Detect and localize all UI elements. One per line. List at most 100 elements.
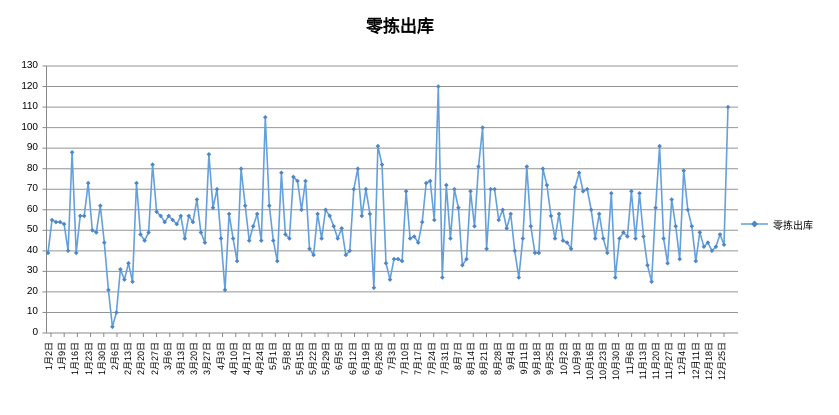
x-axis-label: 7月17日: [413, 337, 425, 415]
x-axis-label-text: 3月20日: [189, 342, 200, 376]
x-axis-label: 12月25日: [717, 337, 729, 415]
x-axis-label-text: 9月18日: [532, 342, 543, 376]
x-axis-label: 5月22日: [308, 337, 320, 415]
x-axis-label-text: 6月19日: [360, 342, 371, 376]
x-axis-label-text: 9月4日: [505, 342, 516, 371]
x-axis-label-text: 9月11日: [519, 342, 530, 375]
y-axis-label: 80: [26, 162, 38, 174]
y-axis-label: 60: [26, 203, 38, 215]
x-axis-label: 2月6日: [110, 337, 122, 415]
x-axis-label-text: 11月13日: [637, 342, 648, 380]
x-axis-label: 10月16日: [585, 337, 597, 415]
x-axis-label-text: 2月6日: [109, 342, 120, 371]
x-axis-label-text: 9月25日: [545, 342, 556, 376]
y-axis-label: 120: [21, 80, 38, 92]
chart-title: 零拣出库: [366, 17, 434, 37]
x-axis-label-text: 5月8日: [281, 342, 292, 371]
x-axis-label-text: 7月10日: [400, 342, 411, 376]
x-axis-label: 3月20日: [189, 337, 201, 415]
x-axis-label: 4月24日: [255, 337, 267, 415]
y-axis-label: 40: [26, 244, 38, 256]
x-axis-label: 6月26日: [374, 337, 386, 415]
x-axis-label: 9月18日: [532, 337, 544, 415]
x-axis-label-text: 10月30日: [611, 342, 622, 381]
x-axis-label-text: 4月24日: [255, 342, 266, 376]
x-axis-label-text: 1月16日: [70, 342, 81, 376]
x-axis-label-text: 6月12日: [347, 342, 358, 376]
x-axis-label-text: 10月9日: [571, 342, 582, 376]
x-axis-label: 5月15日: [295, 337, 307, 415]
x-axis-label-text: 1月9日: [57, 342, 68, 371]
x-axis-label: 6月19日: [361, 337, 373, 415]
x-axis-label: 7月31日: [440, 337, 452, 415]
x-axis-label-text: 2月13日: [123, 342, 134, 376]
legend-label: 零拣出库: [773, 220, 813, 232]
x-axis-label-text: 8月28日: [492, 342, 503, 376]
x-axis-label: 2月27日: [150, 337, 162, 415]
x-axis-label-text: 12月25日: [717, 342, 727, 381]
y-axis-label: 10: [26, 306, 38, 318]
x-axis-label-text: 2月27日: [149, 342, 160, 376]
x-axis-label-text: 7月24日: [426, 342, 437, 376]
x-axis-label-text: 10月16日: [585, 342, 596, 381]
x-axis-label-text: 5月22日: [307, 342, 318, 376]
x-axis-label: 9月25日: [545, 337, 557, 415]
x-axis-label-text: 10月23日: [598, 342, 609, 381]
x-axis-label: 5月8日: [282, 337, 294, 415]
x-axis-label-text: 1月2日: [44, 342, 54, 371]
x-axis-label-text: 1月30日: [96, 342, 107, 376]
x-axis-label-text: 8月14日: [466, 342, 477, 376]
x-axis-label-text: 5月29日: [321, 342, 332, 376]
x-axis-label: 1月16日: [70, 337, 82, 415]
y-axis-label: 20: [26, 285, 38, 297]
x-axis-label-text: 5月1日: [268, 342, 279, 371]
x-axis-label: 1月23日: [84, 337, 96, 415]
x-axis-label-text: 8月7日: [453, 342, 464, 371]
x-axis-label: 7月10日: [400, 337, 412, 415]
x-axis-label: 5月1日: [268, 337, 280, 415]
legend-marker-icon: [741, 220, 768, 228]
x-axis-label: 1月30日: [97, 337, 109, 415]
x-axis-label: 10月9日: [572, 337, 584, 415]
x-axis-label-text: 4月3日: [215, 342, 226, 371]
x-axis-label: 10月23日: [598, 337, 610, 415]
x-axis-label: 3月6日: [163, 337, 175, 415]
x-axis-label: 10月2日: [559, 337, 571, 415]
x-axis-label: 5月29日: [321, 337, 333, 415]
x-axis-label-text: 5月15日: [294, 342, 305, 376]
x-axis-label-text: 7月3日: [387, 342, 398, 371]
x-axis-label-text: 12月18日: [703, 342, 714, 381]
x-axis-label-text: 11月6日: [624, 342, 635, 375]
x-axis-label: 11月27日: [664, 337, 676, 415]
x-axis-label: 4月17日: [242, 337, 254, 415]
y-axis-label: 70: [26, 183, 38, 195]
x-axis-label-text: 7月31日: [439, 342, 450, 376]
x-axis-label: 3月27日: [202, 337, 214, 415]
x-axis-label: 1月9日: [57, 337, 69, 415]
x-axis-label-text: 6月5日: [334, 342, 345, 371]
x-axis-label-text: 8月21日: [479, 342, 490, 376]
x-axis-label-text: 4月17日: [241, 342, 252, 376]
x-axis-label-text: 10月2日: [558, 342, 569, 376]
x-axis-label: 7月24日: [427, 337, 439, 415]
x-axis-label: 9月4日: [506, 337, 518, 415]
x-axis-label: 8月21日: [479, 337, 491, 415]
x-axis-label-text: 11月27日: [664, 342, 675, 380]
y-axis-label: 50: [26, 224, 38, 236]
x-axis-label: 9月11日: [519, 337, 531, 415]
y-axis-label: 110: [22, 101, 38, 113]
x-axis-label: 4月3日: [216, 337, 228, 415]
x-axis-label: 12月4日: [677, 337, 689, 415]
legend: 零拣出库: [740, 216, 813, 232]
x-axis-label-text: 2月20日: [136, 342, 147, 376]
x-axis-label-text: 6月26日: [373, 342, 384, 376]
x-axis-label-text: 3月27日: [202, 342, 213, 376]
x-axis-label-text: 11月20日: [651, 342, 662, 380]
x-axis-label: 2月13日: [123, 337, 135, 415]
x-axis-label-text: 3月13日: [175, 342, 186, 376]
x-axis-label: 6月5日: [334, 337, 346, 415]
x-axis-label: 12月18日: [704, 337, 716, 415]
x-axis-label-text: 4月10日: [228, 342, 239, 376]
